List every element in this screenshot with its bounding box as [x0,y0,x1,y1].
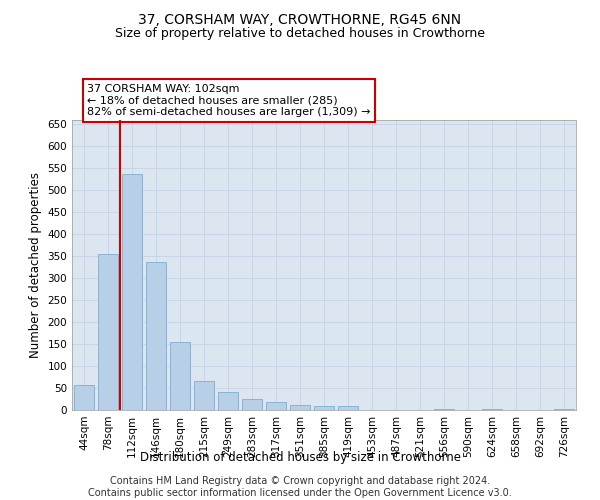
Bar [194,380,214,410]
Bar [242,399,262,410]
Text: Contains HM Land Registry data © Crown copyright and database right 2024.
Contai: Contains HM Land Registry data © Crown c… [88,476,512,498]
Text: Distribution of detached houses by size in Crowthorne: Distribution of detached houses by size … [139,451,461,464]
Bar [218,392,238,410]
Bar [290,405,310,410]
Bar [170,342,190,410]
Bar [338,406,358,410]
Bar [98,254,118,410]
Bar [434,408,454,410]
Bar [266,402,286,410]
Text: 37, CORSHAM WAY, CROWTHORNE, RG45 6NN: 37, CORSHAM WAY, CROWTHORNE, RG45 6NN [139,12,461,26]
Text: Size of property relative to detached houses in Crowthorne: Size of property relative to detached ho… [115,28,485,40]
Bar [482,408,502,410]
Y-axis label: Number of detached properties: Number of detached properties [29,172,42,358]
Bar [74,384,94,410]
Bar [554,408,574,410]
Text: 37 CORSHAM WAY: 102sqm
← 18% of detached houses are smaller (285)
82% of semi-de: 37 CORSHAM WAY: 102sqm ← 18% of detached… [87,84,371,117]
Bar [146,262,166,410]
Bar [122,174,142,410]
Bar [314,406,334,410]
